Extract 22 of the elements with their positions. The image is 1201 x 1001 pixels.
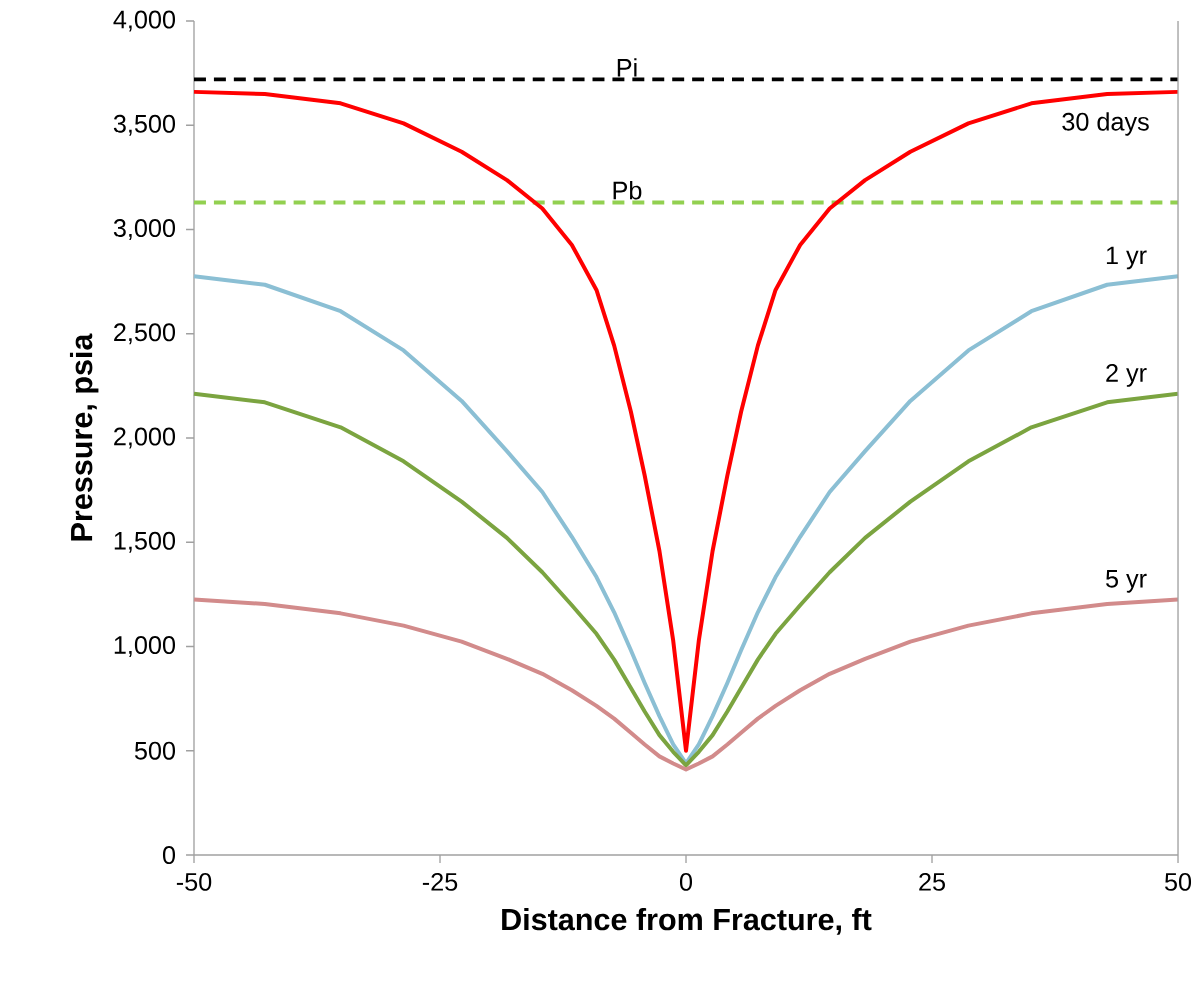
- y-tick-label: 3,500: [113, 114, 176, 136]
- x-tick-label: 25: [919, 872, 945, 891]
- y-tick-label: 1,500: [114, 531, 176, 553]
- series-label: 30 days: [1062, 112, 1149, 136]
- x-tick-label: -25: [422, 872, 458, 891]
- x-tick-label: 0: [679, 872, 693, 891]
- ref-line-label: Pb: [613, 180, 642, 200]
- series-label: 5 yr: [1106, 570, 1147, 593]
- y-axis-title: Pressure, psia: [69, 333, 99, 541]
- x-tick-label: 50: [1164, 872, 1192, 891]
- x-axis-title: Distance from Fracture, ft: [502, 907, 872, 935]
- series-label: 1 yr: [1106, 246, 1147, 270]
- y-tick-label: 500: [134, 741, 176, 760]
- y-tick-label: 2,500: [114, 323, 176, 345]
- y-tick-label: 3,000: [113, 219, 176, 240]
- y-tick-label: 1,000: [114, 636, 176, 657]
- x-tick-label: -50: [176, 872, 212, 891]
- ref-line-label: Pi: [617, 58, 637, 77]
- y-tick-label: 0: [162, 846, 176, 864]
- y-tick-label: 2,000: [114, 427, 176, 449]
- y-tick-label: 4,000: [113, 10, 176, 32]
- series-label: 2 yr: [1106, 364, 1147, 387]
